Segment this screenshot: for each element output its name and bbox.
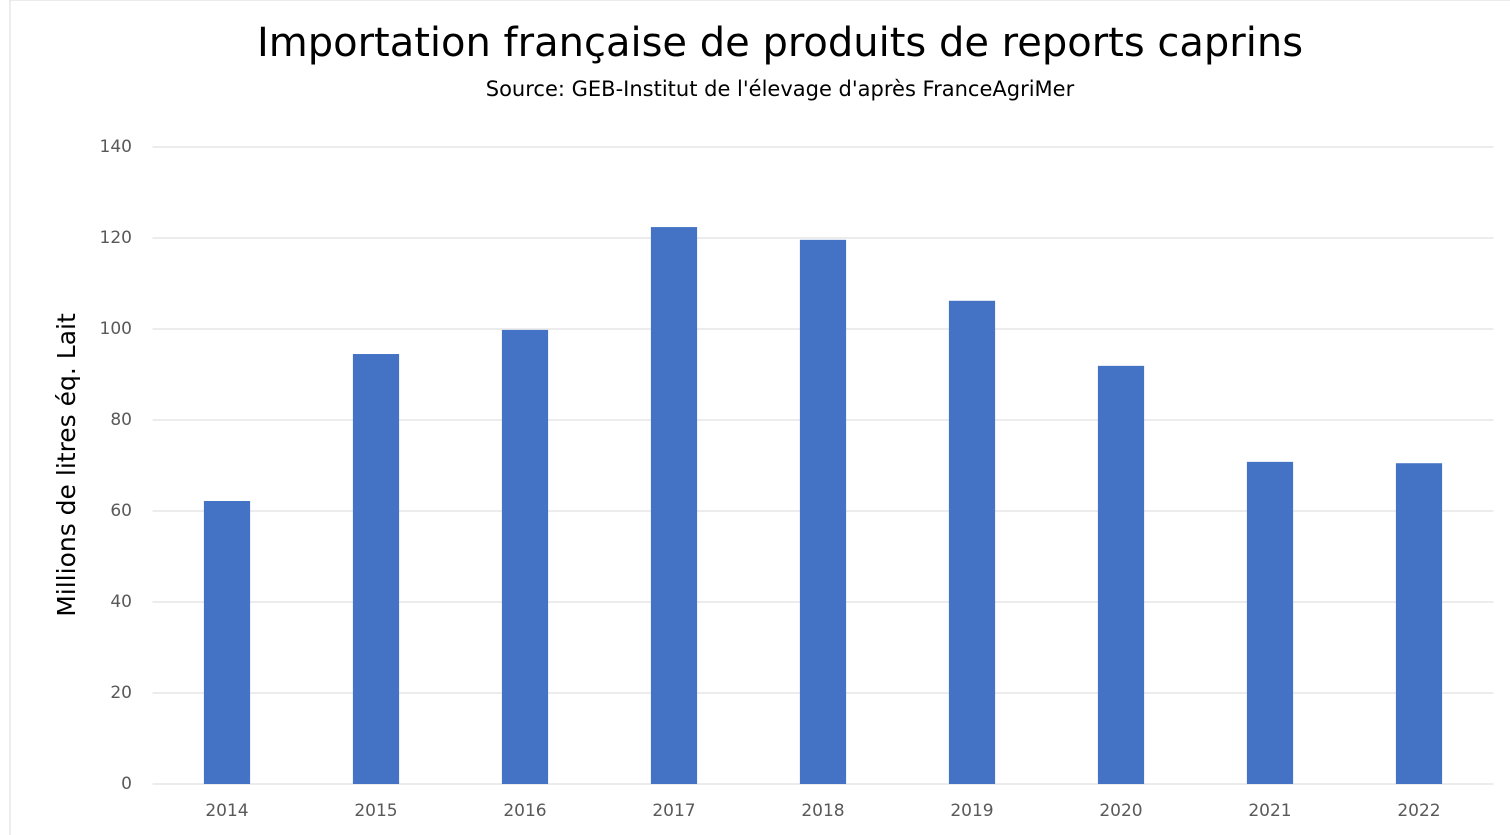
chart-frame: [9, 0, 1510, 835]
y-tick-label: 40: [110, 592, 132, 612]
bar: [501, 329, 549, 784]
bar: [203, 500, 251, 784]
x-tick-label: 2022: [1397, 801, 1440, 821]
y-axis-label: Millions de litres éq. Lait: [52, 313, 81, 617]
x-tick-label: 2014: [205, 801, 248, 821]
bar: [799, 239, 847, 784]
y-tick-label: 140: [100, 137, 132, 157]
bar: [1395, 463, 1443, 784]
x-tick-label: 2021: [1248, 801, 1291, 821]
bar: [352, 354, 400, 784]
y-tick-label: 20: [110, 683, 132, 703]
bar: [1246, 461, 1294, 784]
x-tick-label: 2015: [354, 801, 397, 821]
y-tick-label: 100: [100, 319, 132, 339]
bar: [948, 300, 996, 784]
y-tick-label: 120: [100, 228, 132, 248]
bar: [650, 227, 698, 784]
y-tick-label: 80: [110, 410, 132, 430]
y-tick-label: 0: [121, 774, 132, 794]
x-tick-label: 2016: [503, 801, 546, 821]
bar: [1097, 365, 1145, 784]
x-tick-label: 2018: [801, 801, 844, 821]
chart-title: Importation française de produits de rep…: [257, 20, 1303, 66]
x-tick-label: 2020: [1099, 801, 1142, 821]
chart-subtitle: Source: GEB-Institut de l'élevage d'aprè…: [486, 77, 1075, 101]
x-tick-label: 2019: [950, 801, 993, 821]
y-tick-label: 60: [110, 501, 132, 521]
x-tick-label: 2017: [652, 801, 695, 821]
